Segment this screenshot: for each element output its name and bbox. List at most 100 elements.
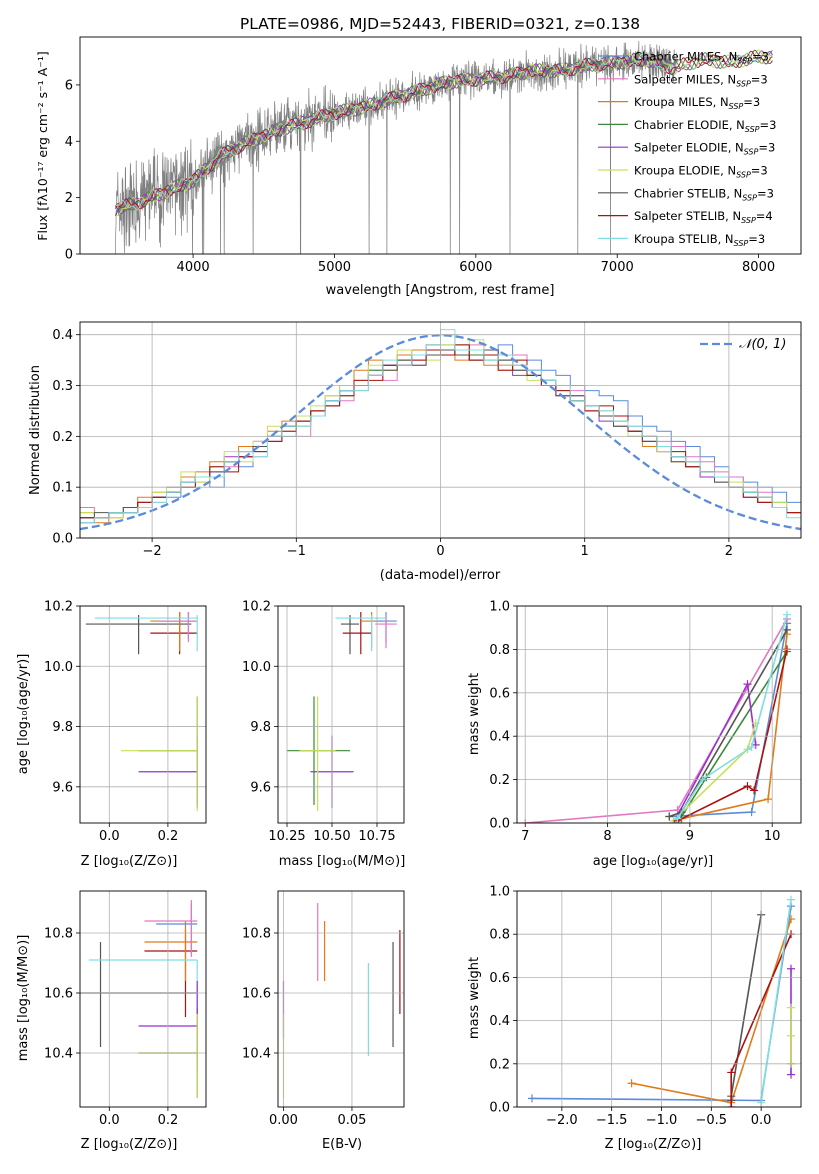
legend-entry: Kroupa ELODIE, NSSP=3 <box>634 164 768 180</box>
zmass-ylabel: mass [log₁₀(M/M⊙)] <box>16 935 31 1062</box>
zage-xlabel: Z [log₁₀(Z/Z⊙)] <box>81 854 178 869</box>
age-weight-panel: age [log₁₀(age/yr)] mass weight 7 8 9 10 0.0… <box>467 600 802 869</box>
legend-entry: Chabrier ELODIE, NSSP=3 <box>634 118 776 134</box>
zage-ylabel: age [log₁₀(age/yr)] <box>16 654 31 775</box>
weight-series-line <box>730 914 762 1101</box>
legend-entry: Chabrier STELIB, NSSP=3 <box>634 186 774 202</box>
legend-eq: =3 <box>751 72 768 86</box>
ebv_mass-ytick-label: 10.4 <box>242 1047 271 1062</box>
hist-xtick-label: 1 <box>581 544 589 559</box>
legend-eq: =4 <box>756 209 773 223</box>
spectrum-plot-area <box>114 40 773 254</box>
plus-marker <box>673 814 682 823</box>
error-bar-point <box>85 615 192 655</box>
Z_mass-ytick-label: 10.4 <box>44 1047 73 1062</box>
legend-eq: =3 <box>752 50 769 64</box>
mass_age-ytick-label: 9.8 <box>250 720 271 735</box>
mass_age-frame <box>277 605 405 824</box>
weight-series <box>673 645 792 823</box>
metallicity-age-panel: Z [log₁₀(Z/Z⊙)] age [log₁₀(age/yr)] 0.0 0… <box>16 600 207 869</box>
histogram-step-line <box>80 329 801 538</box>
Z_weight-ytick-label: 0.6 <box>489 971 510 986</box>
hist-frame <box>79 321 802 539</box>
plus-marker <box>727 1068 736 1077</box>
hist-xtick-label: 0 <box>436 544 444 559</box>
age_weight-ytick-label: 0.6 <box>489 686 510 701</box>
legend-name: Kroupa ELODIE, N <box>634 164 736 178</box>
spectrum-xtick-label: 8000 <box>742 260 775 275</box>
plus-marker <box>743 680 752 689</box>
plus-marker <box>787 964 796 973</box>
legend-sub: SSP <box>736 79 751 88</box>
mass_age-xtick-label: 10.75 <box>358 829 395 844</box>
legend-sub: SSP <box>745 125 760 134</box>
Z_age-ytick-label: 9.6 <box>52 780 73 795</box>
error-bar-point <box>159 612 198 640</box>
mass_age-xtick-label: 10.25 <box>268 829 305 844</box>
mass_age-ytick-label: 9.6 <box>250 780 271 795</box>
hist-ytick-label: 0.3 <box>52 379 73 394</box>
legend-eq: =3 <box>751 164 768 178</box>
ebvmass-xlabel: E(B-V) <box>322 1137 362 1152</box>
legend-eq: =3 <box>748 232 765 246</box>
Z_weight-ytick-label: 1.0 <box>489 885 510 900</box>
weight-series <box>669 680 760 823</box>
spectrum-ytick-label: 0 <box>65 248 73 263</box>
error-bar-point <box>375 615 397 649</box>
legend-eq: =3 <box>757 186 774 200</box>
hist-xlabel: (data-model)/error <box>380 568 501 583</box>
observed-spectrum-line <box>115 40 677 254</box>
model-spectrum-line <box>114 55 674 215</box>
hist-xtick-label: −2 <box>143 544 162 559</box>
metallicity-weight-panel: Z [log₁₀(Z/Z⊙)] mass weight −2.0 −1.5 −1.0… <box>467 885 802 1152</box>
weight-series <box>521 615 792 823</box>
metallicity-mass-panel: Z [log₁₀(Z/Z⊙)] mass [log₁₀(M/M⊙)] 0.0 0.… <box>16 890 207 1152</box>
spectrum-xtick-label: 4000 <box>177 260 210 275</box>
age_weight-ytick-label: 1.0 <box>489 600 510 615</box>
ebv_mass-ytick-label: 10.8 <box>242 927 271 942</box>
zweight-ylabel: mass weight <box>467 957 482 1039</box>
spectrum-xlabel: wavelength [Angstrom, rest frame] <box>326 283 555 298</box>
error-bar-point <box>299 696 336 811</box>
Z_weight-xtick-label: −1.5 <box>596 1113 628 1128</box>
hist-xtick-label: −1 <box>287 544 306 559</box>
plus-marker <box>727 1103 736 1107</box>
spectrum-frame <box>79 36 802 255</box>
Z_age-plot-area <box>85 612 198 811</box>
legend-entry: Salpeter ELODIE, NSSP=3 <box>634 141 775 157</box>
age_weight-plot-area <box>521 610 792 823</box>
residual-histogram-panel: (data-model)/error Normed distribution −… <box>28 321 802 583</box>
age_weight-xtick-label: 9 <box>686 829 694 844</box>
error-bar-point <box>341 615 359 655</box>
error-bar-point <box>88 959 198 1011</box>
Z_weight-xtick-label: −2.0 <box>546 1113 578 1128</box>
age_weight-xtick-label: 8 <box>603 829 611 844</box>
Z_age-ytick-label: 10.2 <box>44 600 73 615</box>
spectrum-panel: wavelength [Angstrom, rest frame] Flux [… <box>35 36 802 298</box>
error-bar-point <box>80 942 198 1047</box>
ageweight-ylabel: mass weight <box>467 673 482 755</box>
model-spectrum-line <box>114 50 773 210</box>
hist-legend: 𝒩(0, 1) <box>700 337 786 352</box>
weight-series <box>673 647 792 823</box>
spectrum-xtick-label: 6000 <box>459 260 492 275</box>
Z_mass-xtick-label: 0.2 <box>158 1113 179 1128</box>
Z_weight-frame <box>516 890 802 1108</box>
legend-sub: SSP <box>736 171 751 180</box>
age_weight-ytick-label: 0.0 <box>489 817 510 832</box>
legend-name: Salpeter ELODIE, N <box>634 141 744 155</box>
plus-marker <box>787 1003 796 1012</box>
hist-ytick-label: 0.4 <box>52 328 73 343</box>
legend-name: Chabrier ELODIE, N <box>634 118 745 132</box>
ageweight-xlabel: age [log₁₀(age/yr)] <box>593 854 714 869</box>
legend-sub: SSP <box>742 193 757 202</box>
Z_age-ytick-label: 9.8 <box>52 720 73 735</box>
age_weight-ytick-label: 0.8 <box>489 643 510 658</box>
model-spectrum-line <box>114 49 773 216</box>
weight-series <box>677 630 792 823</box>
plus-marker <box>750 786 759 795</box>
error-bar-point <box>342 612 372 655</box>
plus-marker <box>783 610 792 619</box>
ebv_mass-xtick-label: 0.00 <box>269 1113 298 1128</box>
